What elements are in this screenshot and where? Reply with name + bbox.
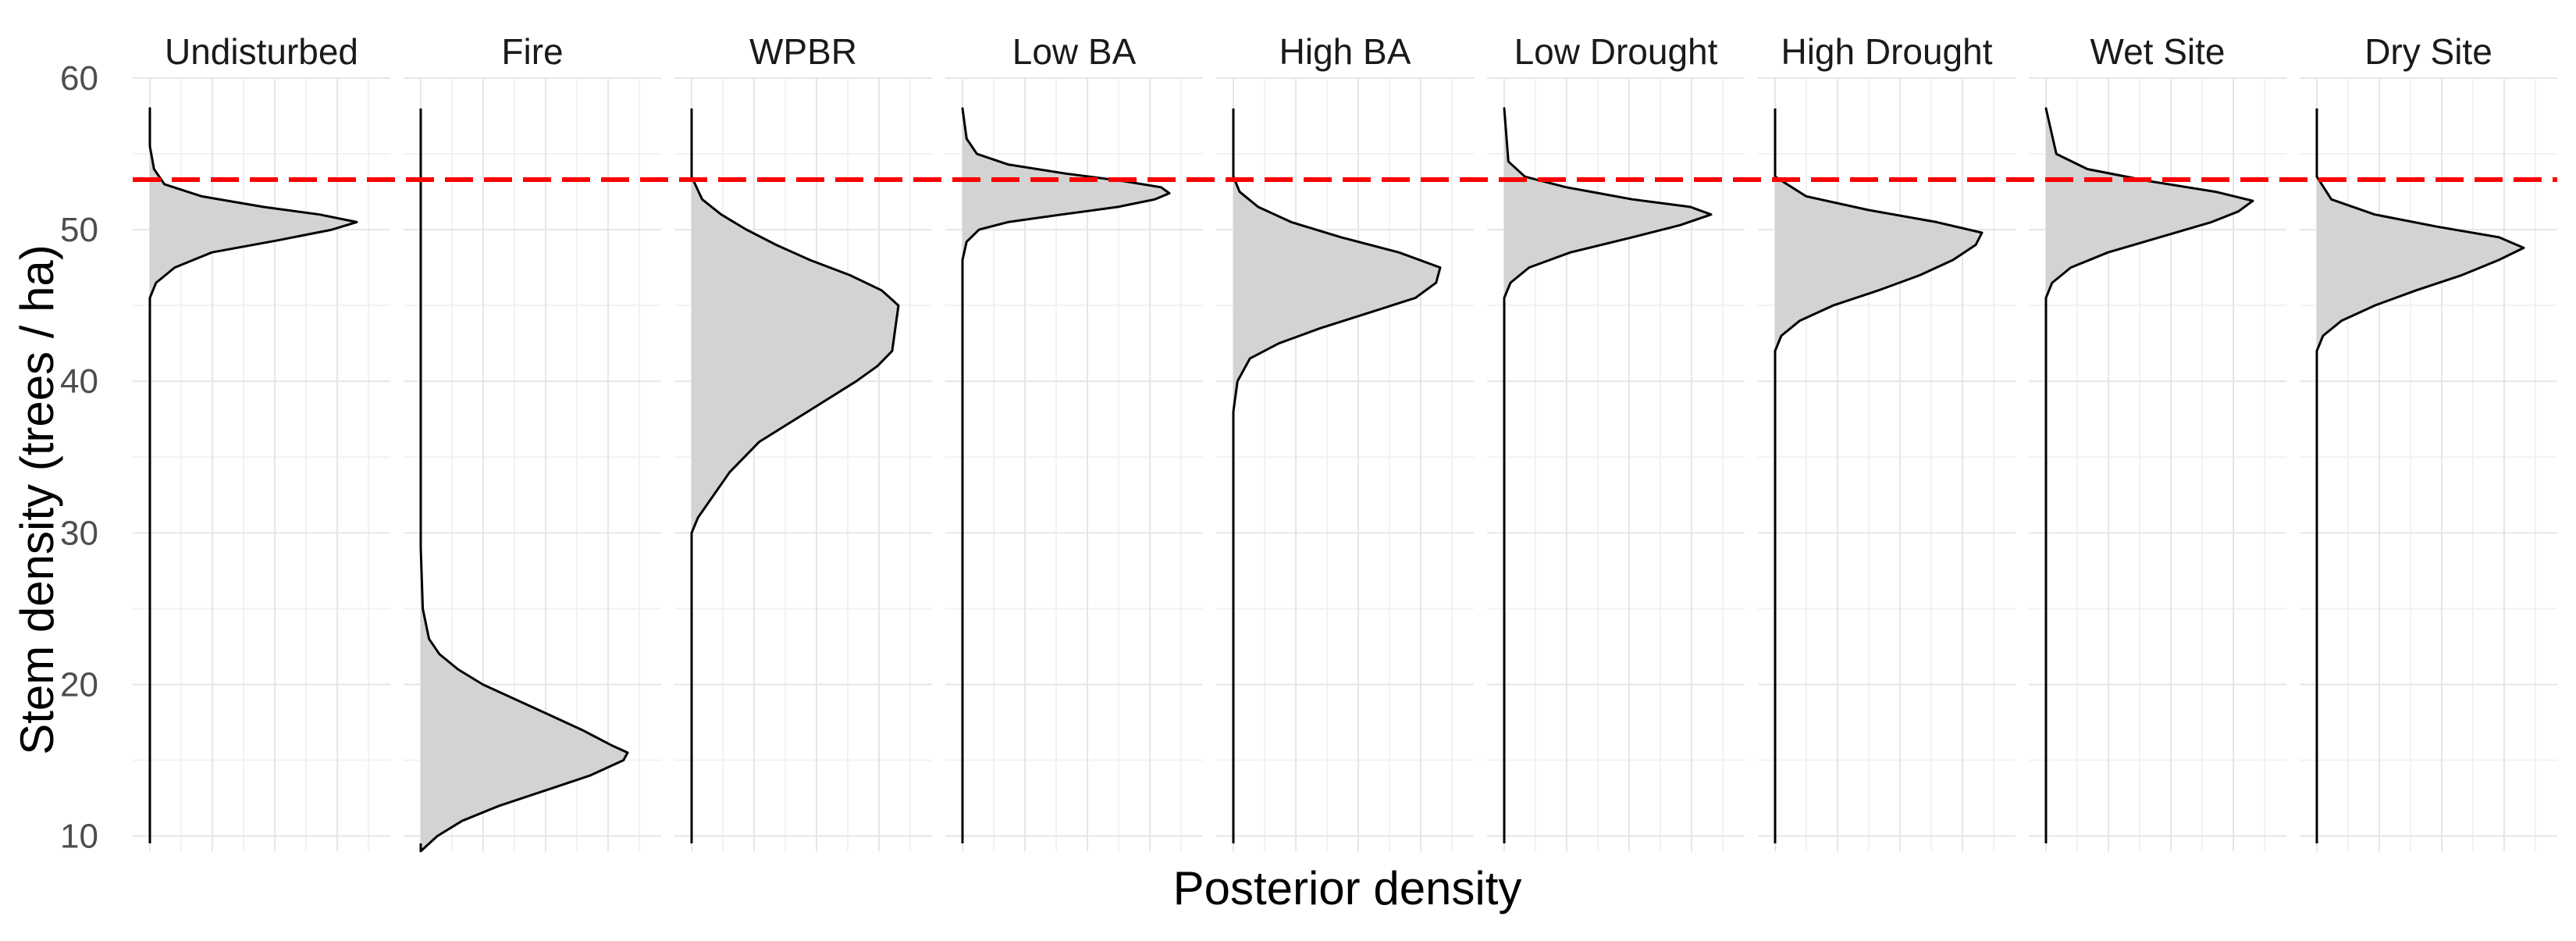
panel-title: Dry Site	[2364, 31, 2492, 72]
density-curve	[419, 108, 629, 853]
density-area	[421, 547, 628, 851]
panel-title: Fire	[501, 31, 563, 72]
density-area	[1233, 176, 1440, 412]
panel-title: Wet Site	[2090, 31, 2226, 72]
density-curve	[1232, 108, 1442, 843]
panel-title: Low Drought	[1514, 31, 1718, 72]
panel-title: Undisturbed	[165, 31, 358, 72]
density-curve	[1503, 107, 1713, 843]
panel-title: WPBR	[749, 31, 857, 72]
density-area	[692, 176, 898, 533]
density-area	[1504, 108, 1711, 298]
panels-layer	[148, 107, 2525, 853]
density-curve	[148, 107, 358, 843]
density-curve	[1774, 108, 1984, 843]
panel-title: High BA	[1279, 31, 1411, 72]
density-curve	[690, 108, 900, 843]
y-axis-title: Stem density (trees / ha)	[11, 244, 63, 755]
density-curve	[2315, 108, 2525, 843]
y-tick-label: 20	[60, 665, 98, 704]
panel-title: Low BA	[1012, 31, 1137, 72]
density-area	[2046, 108, 2253, 298]
panel-title: High Drought	[1781, 31, 1992, 72]
y-tick-label: 30	[60, 514, 98, 552]
density-curve	[961, 107, 1171, 843]
y-tick-label: 60	[60, 59, 98, 98]
y-tick-label: 40	[60, 362, 98, 401]
y-tick-label: 50	[60, 211, 98, 249]
density-area	[962, 108, 1169, 260]
y-tick-label: 10	[60, 818, 98, 856]
x-axis-title: Posterior density	[1173, 862, 1522, 914]
density-area	[150, 108, 357, 298]
text-layer: 10 20 30 40 50 60 Undisturbed Fire WPBR Low BA Hig…	[60, 31, 2492, 856]
density-curve	[2044, 107, 2254, 843]
